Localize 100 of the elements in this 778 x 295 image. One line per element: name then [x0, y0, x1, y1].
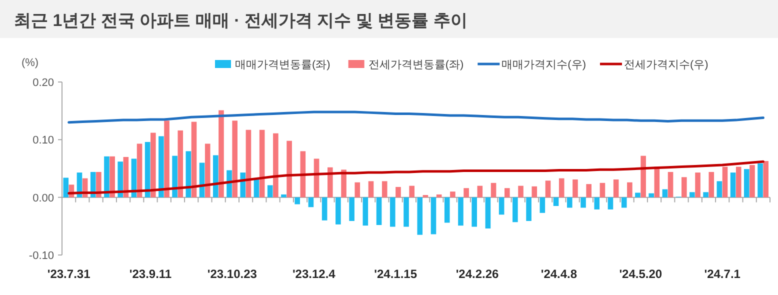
- bar: [640, 156, 646, 198]
- bar: [191, 122, 197, 198]
- bar: [703, 192, 708, 198]
- bar: [376, 197, 382, 226]
- x-tick-label: '24.5.20: [619, 267, 662, 281]
- bar: [354, 182, 360, 198]
- x-tick-label: '23.12.4: [292, 267, 336, 281]
- bar: [322, 197, 328, 220]
- bar: [204, 144, 210, 198]
- bar: [409, 186, 414, 198]
- bar: [96, 172, 102, 198]
- bar: [635, 192, 640, 198]
- bar: [281, 194, 286, 198]
- bar: [526, 197, 532, 221]
- bar: [430, 197, 436, 234]
- bar: [368, 181, 374, 198]
- bar: [580, 197, 586, 208]
- bar: [118, 162, 123, 198]
- bar: [485, 197, 491, 228]
- x-tick-label: '23.9.11: [129, 267, 172, 281]
- bar: [472, 197, 477, 227]
- bar: [396, 186, 401, 198]
- bar: [730, 172, 736, 198]
- bar: [349, 197, 354, 221]
- bar: [259, 130, 265, 198]
- bar: [594, 197, 600, 210]
- bar: [464, 188, 469, 198]
- bar: [648, 193, 654, 198]
- x-tick-label: '24.2.26: [456, 267, 500, 281]
- bar: [608, 197, 614, 210]
- bar: [444, 197, 450, 223]
- bar: [518, 186, 524, 198]
- bar: [477, 186, 483, 198]
- bar: [690, 192, 695, 198]
- bar: [532, 186, 538, 198]
- bar: [341, 170, 346, 198]
- bar: [328, 167, 333, 198]
- bar: [362, 197, 368, 226]
- bar: [736, 166, 742, 198]
- bar: [436, 194, 442, 198]
- bar: [417, 197, 423, 235]
- bar: [218, 110, 224, 198]
- bar: [716, 181, 722, 198]
- bar: [232, 120, 238, 198]
- line-series: [68, 110, 764, 124]
- bar: [186, 151, 192, 198]
- bar: [540, 197, 546, 213]
- bar: [600, 182, 606, 198]
- bar: [572, 179, 578, 198]
- bar: [212, 155, 218, 198]
- bar: [662, 189, 668, 198]
- legend-label: 매매가격변동률(좌): [235, 59, 330, 71]
- bar: [267, 185, 273, 198]
- bar: [621, 197, 627, 208]
- bar: [158, 136, 164, 198]
- bar: [390, 197, 396, 227]
- x-tick-label: '24.7.1: [704, 267, 741, 281]
- bar: [300, 151, 306, 198]
- bar: [178, 130, 184, 198]
- bar: [104, 156, 110, 198]
- bar: [722, 166, 728, 198]
- bar: [172, 156, 178, 198]
- bar: [744, 169, 750, 198]
- bar: [627, 182, 632, 198]
- bar: [164, 120, 170, 198]
- legend-label: 매매가격지수(우): [502, 59, 586, 71]
- bar: [308, 197, 314, 208]
- bar: [450, 192, 456, 198]
- y-tick-label: 0.10: [32, 134, 54, 147]
- bar: [150, 132, 156, 198]
- bar: [246, 130, 252, 198]
- bar: [490, 182, 496, 198]
- line-series: [68, 160, 764, 195]
- bar: [566, 197, 572, 208]
- bar: [695, 172, 700, 198]
- bar: [63, 178, 69, 198]
- bar: [708, 172, 714, 198]
- bar: [758, 163, 763, 198]
- bar: [286, 140, 292, 198]
- x-tick-label: '24.1.15: [374, 267, 418, 281]
- y-axis-title: (%): [21, 57, 39, 69]
- y-tick-label: -0.10: [28, 250, 54, 262]
- x-tick-label: '24.4.8: [540, 267, 578, 281]
- bar: [586, 184, 592, 198]
- legend-label: 전세가격지수(우): [624, 59, 708, 71]
- bar: [558, 178, 564, 198]
- bar: [504, 188, 510, 198]
- bar: [254, 179, 260, 198]
- bar: [512, 197, 518, 222]
- bar: [144, 142, 150, 198]
- x-tick-label: '23.10.23: [207, 267, 258, 281]
- bar: [613, 179, 619, 198]
- bar: [90, 172, 96, 198]
- bar: [382, 181, 388, 198]
- bar: [545, 180, 551, 198]
- chart-title: 최근 1년간 전국 아파트 매매 · 전세가격 지수 및 변동률 추이: [14, 11, 468, 30]
- bar: [763, 161, 768, 198]
- bar: [110, 156, 115, 198]
- bar: [682, 177, 687, 198]
- bar: [553, 197, 559, 206]
